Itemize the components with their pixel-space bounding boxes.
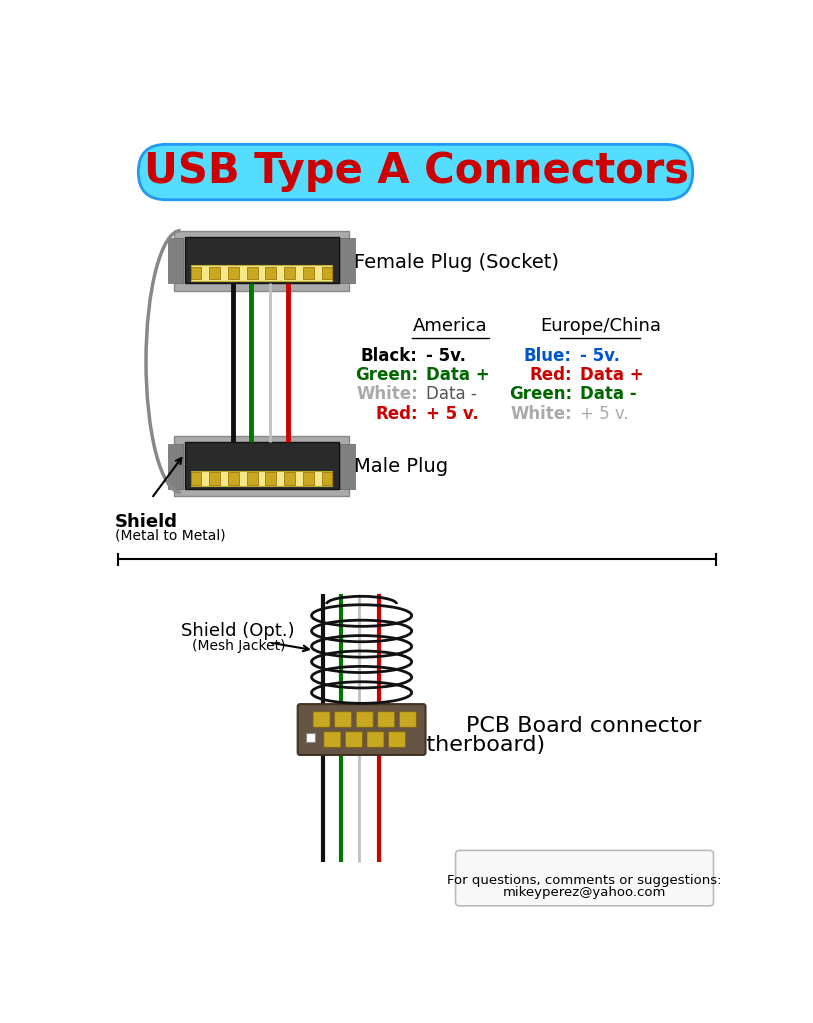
Text: Red:: Red:: [529, 366, 572, 385]
Text: White:: White:: [356, 385, 418, 403]
Bar: [228, 267, 239, 279]
Bar: [191, 471, 333, 486]
Text: Europe/China: Europe/China: [540, 317, 661, 336]
Text: Male Plug: Male Plug: [354, 457, 448, 477]
Bar: [210, 473, 220, 485]
FancyBboxPatch shape: [313, 712, 330, 727]
Bar: [247, 473, 258, 485]
FancyBboxPatch shape: [389, 731, 406, 747]
Text: Shield: Shield: [115, 514, 178, 531]
Bar: [185, 442, 338, 489]
Bar: [266, 473, 276, 485]
Text: Blue:: Blue:: [524, 347, 572, 365]
Text: (Metal to Metal): (Metal to Metal): [115, 529, 226, 542]
Bar: [174, 436, 350, 496]
Text: Data -: Data -: [425, 385, 476, 403]
Bar: [307, 732, 315, 742]
Text: Shield (Opt.): Shield (Opt.): [180, 622, 294, 640]
FancyBboxPatch shape: [298, 704, 425, 755]
Bar: [247, 267, 258, 279]
Text: White:: White:: [510, 405, 572, 422]
Text: + 5 v.: + 5 v.: [425, 405, 478, 422]
Text: Green:: Green:: [509, 385, 572, 403]
Bar: [285, 473, 295, 485]
Bar: [191, 267, 202, 279]
Bar: [340, 238, 355, 283]
Bar: [210, 267, 220, 279]
Text: - 5v.: - 5v.: [425, 347, 466, 365]
Text: Data -: Data -: [580, 385, 636, 403]
Bar: [266, 267, 276, 279]
FancyBboxPatch shape: [455, 850, 714, 905]
Text: Data +: Data +: [425, 366, 489, 385]
FancyBboxPatch shape: [335, 712, 351, 727]
Bar: [303, 473, 314, 485]
Text: PCB Board connector: PCB Board connector: [466, 716, 701, 736]
FancyBboxPatch shape: [367, 731, 384, 747]
FancyBboxPatch shape: [356, 712, 373, 727]
Bar: [167, 238, 183, 283]
Text: USB Type A Connectors: USB Type A Connectors: [144, 150, 689, 192]
Text: For questions, comments or suggestions:: For questions, comments or suggestions:: [447, 874, 721, 887]
Bar: [185, 236, 338, 283]
FancyBboxPatch shape: [346, 731, 363, 747]
Text: - 5v.: - 5v.: [580, 347, 620, 365]
FancyBboxPatch shape: [138, 144, 693, 199]
Text: Red:: Red:: [375, 405, 418, 422]
Text: + 5 v.: + 5 v.: [580, 405, 628, 422]
Bar: [191, 473, 202, 485]
Bar: [174, 230, 350, 291]
Bar: [303, 267, 314, 279]
Bar: [167, 444, 183, 489]
Text: (Motherboard): (Motherboard): [385, 735, 546, 755]
Bar: [228, 473, 239, 485]
FancyBboxPatch shape: [399, 712, 416, 727]
Bar: [340, 444, 355, 489]
FancyBboxPatch shape: [324, 731, 341, 747]
Text: (Mesh Jacket): (Mesh Jacket): [192, 639, 285, 654]
Bar: [285, 267, 295, 279]
FancyBboxPatch shape: [378, 712, 395, 727]
Bar: [322, 267, 333, 279]
Text: Female Plug (Socket): Female Plug (Socket): [354, 254, 559, 272]
Text: America: America: [413, 317, 488, 336]
Text: Black:: Black:: [361, 347, 418, 365]
Text: Data +: Data +: [580, 366, 643, 385]
Bar: [322, 473, 333, 485]
Text: mikeyperez@yahoo.com: mikeyperez@yahoo.com: [502, 886, 666, 899]
Text: Green:: Green:: [354, 366, 418, 385]
Bar: [191, 265, 333, 280]
